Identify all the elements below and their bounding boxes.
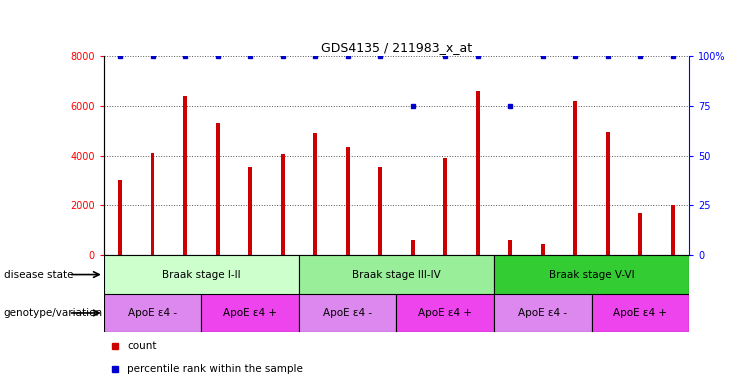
Bar bbox=[494, 255, 689, 294]
Text: ApoE ε4 +: ApoE ε4 + bbox=[418, 308, 472, 318]
Bar bbox=[299, 294, 396, 332]
Bar bbox=[183, 96, 187, 255]
Bar bbox=[541, 244, 545, 255]
Bar bbox=[396, 294, 494, 332]
Bar bbox=[104, 255, 299, 294]
Bar bbox=[476, 91, 479, 255]
Bar bbox=[313, 133, 317, 255]
Bar bbox=[378, 167, 382, 255]
Text: ApoE ε4 +: ApoE ε4 + bbox=[614, 308, 668, 318]
Text: Braak stage V-VI: Braak stage V-VI bbox=[549, 270, 634, 280]
Bar bbox=[104, 294, 202, 332]
Bar bbox=[346, 147, 350, 255]
Text: genotype/variation: genotype/variation bbox=[4, 308, 103, 318]
Bar bbox=[443, 158, 447, 255]
Bar bbox=[494, 294, 591, 332]
Bar bbox=[574, 101, 577, 255]
Text: percentile rank within the sample: percentile rank within the sample bbox=[127, 364, 303, 374]
Bar bbox=[202, 294, 299, 332]
Bar bbox=[150, 153, 154, 255]
Bar bbox=[299, 255, 494, 294]
Bar bbox=[591, 294, 689, 332]
Bar bbox=[118, 180, 122, 255]
Text: Braak stage III-IV: Braak stage III-IV bbox=[352, 270, 441, 280]
Text: ApoE ε4 -: ApoE ε4 - bbox=[518, 308, 568, 318]
Bar bbox=[639, 213, 642, 255]
Text: disease state: disease state bbox=[4, 270, 73, 280]
Text: ApoE ε4 -: ApoE ε4 - bbox=[323, 308, 372, 318]
Text: Braak stage I-II: Braak stage I-II bbox=[162, 270, 241, 280]
Bar bbox=[671, 205, 675, 255]
Bar bbox=[606, 132, 610, 255]
Text: ApoE ε4 +: ApoE ε4 + bbox=[223, 308, 277, 318]
Title: GDS4135 / 211983_x_at: GDS4135 / 211983_x_at bbox=[321, 41, 472, 55]
Bar bbox=[216, 123, 219, 255]
Text: count: count bbox=[127, 341, 156, 351]
Bar bbox=[508, 240, 512, 255]
Bar bbox=[411, 240, 415, 255]
Text: ApoE ε4 -: ApoE ε4 - bbox=[128, 308, 177, 318]
Bar bbox=[248, 167, 252, 255]
Bar bbox=[281, 154, 285, 255]
